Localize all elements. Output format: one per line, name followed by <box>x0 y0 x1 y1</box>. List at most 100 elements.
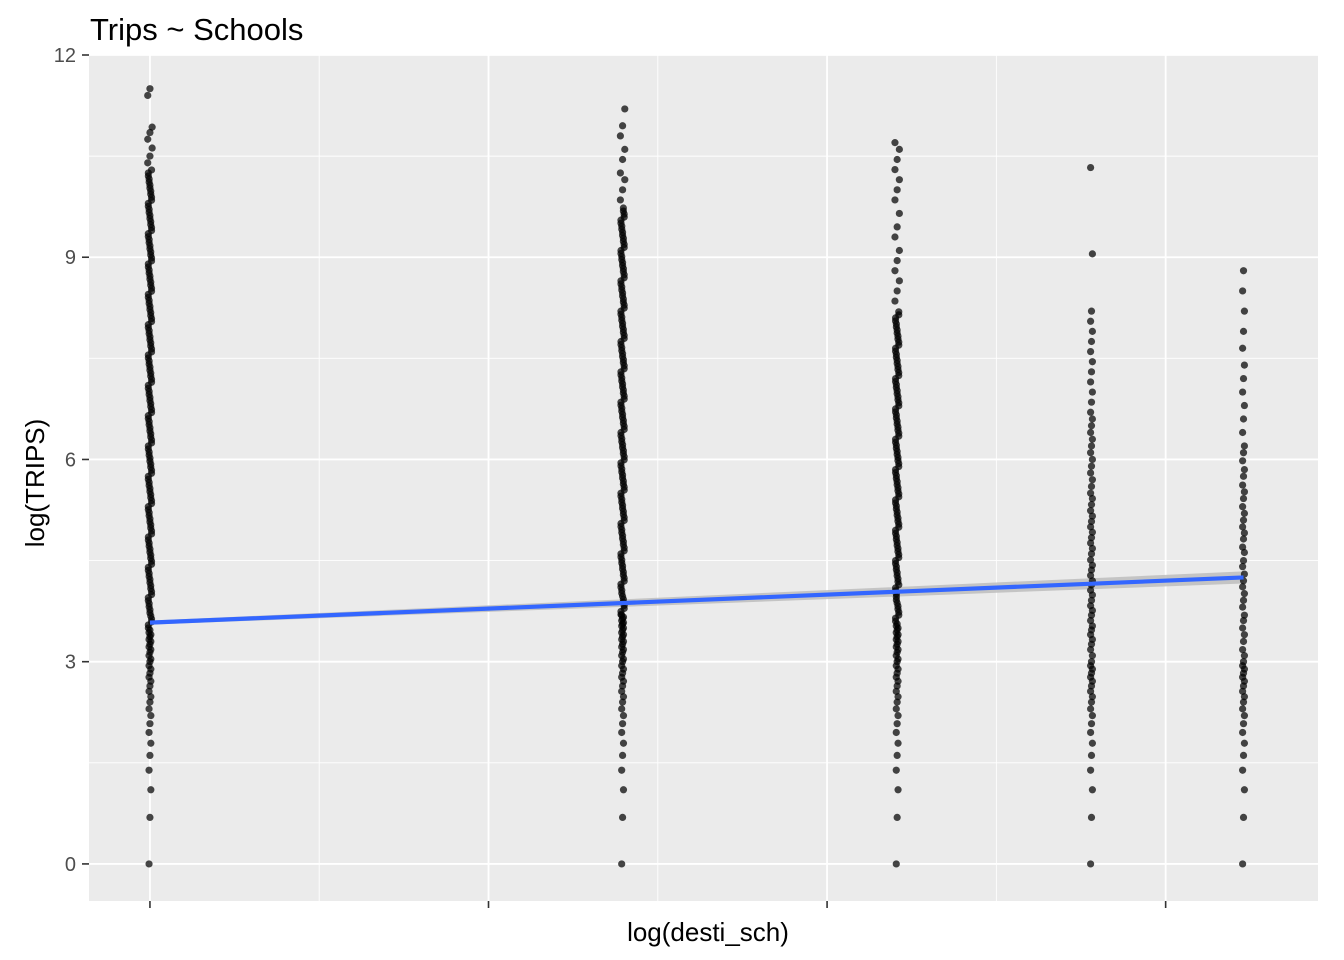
data-point <box>616 196 624 204</box>
data-point <box>1239 645 1247 654</box>
data-point <box>621 145 629 153</box>
data-point <box>1239 388 1247 396</box>
data-point <box>146 813 154 822</box>
data-point <box>1088 250 1096 258</box>
data-point <box>1239 523 1247 531</box>
data-point <box>893 186 901 194</box>
data-point <box>148 123 156 131</box>
data-point <box>891 196 899 204</box>
data-point <box>1239 481 1247 489</box>
data-point <box>146 152 154 160</box>
data-point <box>1239 457 1247 465</box>
point-column-5 <box>1239 267 1249 868</box>
data-point <box>1239 503 1247 511</box>
data-point <box>144 91 152 100</box>
data-point <box>893 155 901 164</box>
data-point <box>1086 705 1095 713</box>
data-point <box>1087 307 1096 315</box>
plot-panel <box>89 55 1318 901</box>
point-column-1 <box>144 85 156 868</box>
y-axis: 0 3 6 9 12 <box>54 45 89 876</box>
data-point <box>147 712 155 720</box>
data-point <box>1239 374 1248 383</box>
data-point <box>618 186 627 194</box>
data-point <box>1087 698 1096 706</box>
data-point <box>144 159 152 167</box>
data-point <box>1088 476 1096 484</box>
data-point <box>1239 658 1248 666</box>
data-point <box>1240 739 1249 747</box>
data-point <box>894 786 902 794</box>
data-point <box>1086 728 1095 737</box>
data-point <box>1086 163 1095 172</box>
data-point <box>1086 348 1095 356</box>
data-point <box>1239 720 1248 728</box>
data-point <box>1088 388 1096 396</box>
points-layer <box>144 85 1249 868</box>
fit-line-layer <box>149 575 1244 625</box>
data-point <box>618 698 627 706</box>
data-point <box>145 860 153 868</box>
data-point <box>1239 687 1247 695</box>
data-point <box>895 145 903 153</box>
data-point <box>621 176 629 184</box>
data-point <box>891 297 899 305</box>
y-axis-title: log(TRIPS) <box>20 419 50 548</box>
data-point <box>1239 344 1247 352</box>
data-point <box>1087 368 1096 376</box>
fit-line <box>149 575 1244 625</box>
data-point <box>1087 517 1096 526</box>
data-point <box>1239 698 1248 706</box>
data-point <box>891 139 899 147</box>
data-point <box>1239 596 1248 604</box>
data-point <box>1088 455 1096 464</box>
x-axis <box>149 901 1167 908</box>
data-point <box>618 860 626 868</box>
data-point <box>1087 337 1096 346</box>
data-point <box>619 786 628 794</box>
data-point <box>1087 442 1096 450</box>
data-point <box>1088 358 1096 366</box>
data-point <box>145 705 153 713</box>
data-point <box>146 128 154 137</box>
data-point <box>1239 556 1248 565</box>
data-point <box>1086 378 1095 386</box>
data-point <box>1240 652 1249 660</box>
data-point <box>621 105 629 113</box>
data-point <box>893 720 901 728</box>
data-point <box>1087 501 1096 509</box>
data-point <box>891 165 899 174</box>
data-point <box>1239 563 1247 571</box>
data-point <box>1239 751 1248 759</box>
data-point <box>1087 482 1096 491</box>
data-point <box>1086 317 1095 325</box>
data-point <box>1086 428 1095 437</box>
data-point <box>1087 398 1096 406</box>
data-point <box>1088 415 1096 423</box>
chart-title: Trips ~ Schools <box>90 12 303 47</box>
data-point <box>1087 550 1096 558</box>
data-point <box>893 813 901 822</box>
data-point <box>1087 596 1096 604</box>
data-point <box>1086 586 1095 594</box>
data-point <box>1239 637 1248 646</box>
data-point <box>1086 602 1095 610</box>
data-point <box>146 85 154 93</box>
data-point <box>892 766 900 774</box>
data-point <box>619 204 627 212</box>
data-point <box>1086 645 1095 654</box>
data-point <box>619 712 628 720</box>
data-point <box>616 169 624 177</box>
data-point <box>1086 571 1095 580</box>
data-point <box>1239 327 1248 335</box>
data-point <box>1086 449 1095 457</box>
data-point <box>1087 720 1096 728</box>
data-point <box>1239 516 1248 524</box>
data-point <box>1239 624 1247 632</box>
data-point <box>891 233 899 241</box>
data-point <box>1240 442 1249 450</box>
data-point <box>618 728 626 737</box>
y-tick-label: 12 <box>54 45 76 67</box>
data-point <box>1240 631 1249 639</box>
data-point <box>147 786 155 794</box>
